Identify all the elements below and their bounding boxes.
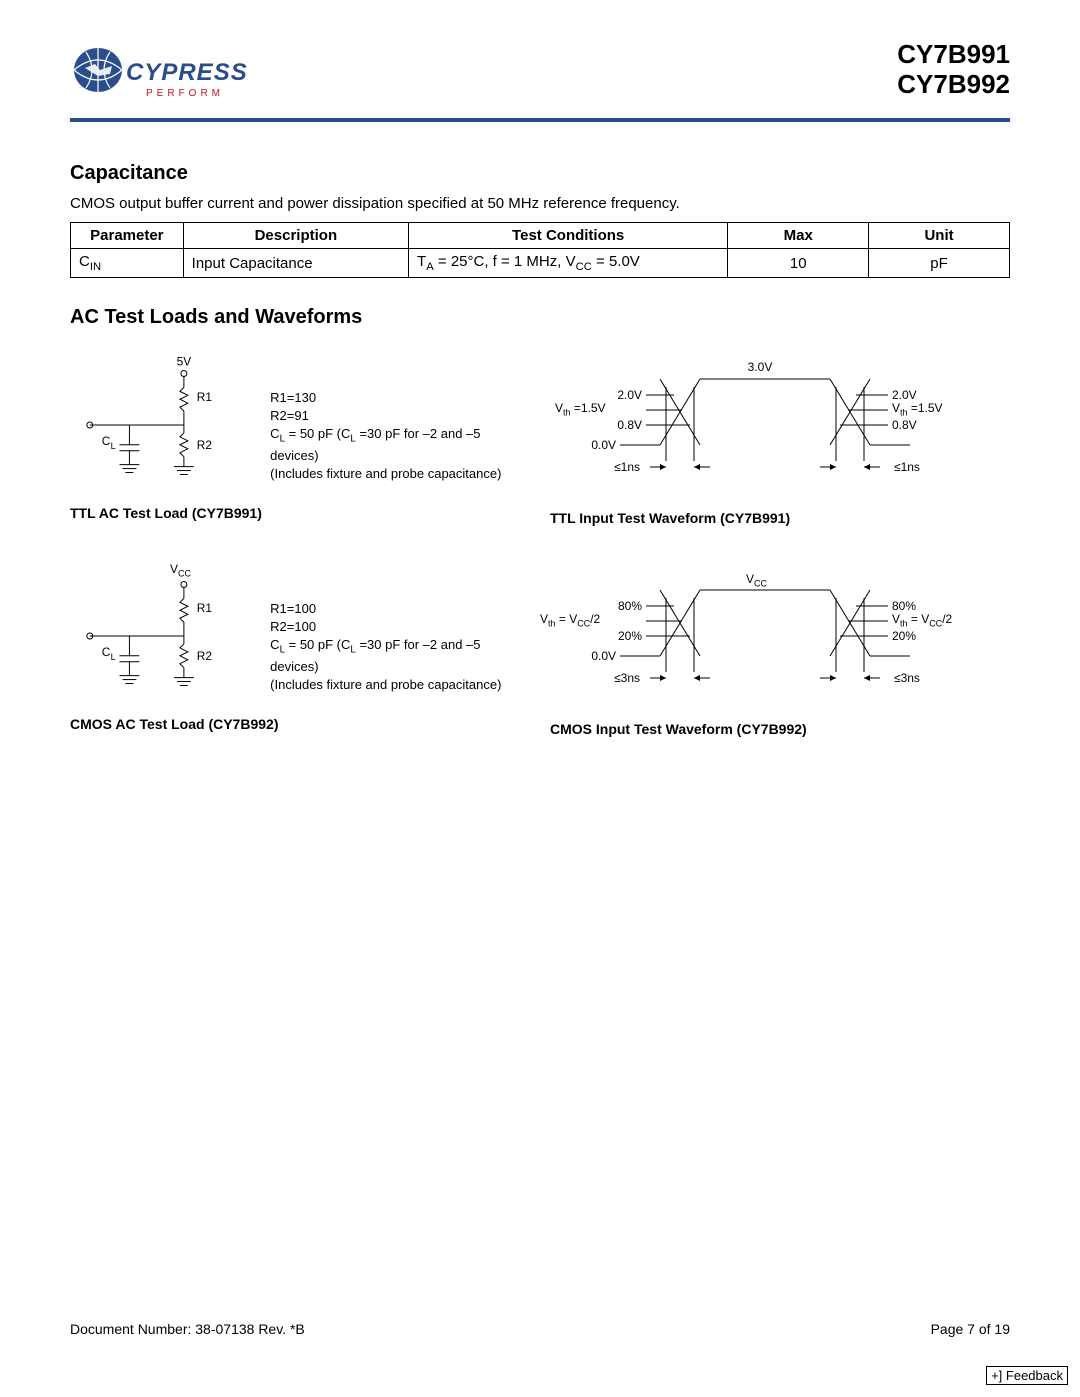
cmos-vth-left: Vth = VCC/2 (540, 612, 600, 628)
svg-text:R2: R2 (197, 649, 212, 663)
svg-text:R1: R1 (197, 390, 213, 404)
svg-text:0.0V: 0.0V (591, 438, 616, 452)
svg-text:20%: 20% (892, 629, 916, 643)
col-conditions: Test Conditions (409, 223, 728, 249)
cell-param: CIN (71, 249, 184, 278)
capacitance-table: Parameter Description Test Conditions Ma… (70, 222, 1010, 278)
svg-text:L: L (111, 652, 116, 662)
ttl-vth-left: Vth =1.5V (555, 401, 606, 417)
ttl-wave-caption: TTL Input Test Waveform (CY7B991) (550, 510, 1010, 526)
svg-text:0.8V: 0.8V (617, 418, 642, 432)
cmos-load-diagram: R1 CL R2 (70, 566, 530, 737)
part-number-1: CY7B991 (897, 40, 1010, 70)
svg-text:CYPRESS: CYPRESS (126, 59, 248, 86)
svg-text:C: C (102, 645, 111, 659)
svg-text:80%: 80% (892, 599, 916, 613)
doc-number: Document Number: 38-07138 Rev. *B (70, 1321, 305, 1337)
svg-text:C: C (102, 434, 111, 448)
table-row: CIN Input Capacitance TA = 25°C, f = 1 M… (71, 249, 1010, 278)
svg-text:2.0V: 2.0V (617, 388, 642, 402)
cmos-load-notes: R1=100 R2=100 CL = 50 pF (CL =30 pF for … (270, 600, 530, 694)
svg-text:≤3ns: ≤3ns (614, 671, 640, 685)
cell-cond: TA = 25°C, f = 1 MHz, VCC = 5.0V (409, 249, 728, 278)
page-number: Page 7 of 19 (931, 1321, 1010, 1337)
svg-text:20%: 20% (618, 629, 642, 643)
cmos-wave-caption: CMOS Input Test Waveform (CY7B992) (550, 721, 1010, 737)
ttl-vth-right: Vth =1.5V (892, 401, 943, 417)
part-number-2: CY7B992 (897, 70, 1010, 100)
svg-text:L: L (111, 441, 116, 451)
cmos-vth-right: Vth = VCC/2 (892, 612, 952, 628)
col-parameter: Parameter (71, 223, 184, 249)
cmos-vcc-top: VCC (746, 572, 767, 588)
svg-text:≤3ns: ≤3ns (894, 671, 920, 685)
logo: CYPRESS PERFORM (70, 40, 250, 110)
svg-text:80%: 80% (618, 599, 642, 613)
cell-unit: pF (869, 249, 1010, 278)
svg-text:2.0V: 2.0V (892, 388, 917, 402)
header-rule (70, 118, 1010, 122)
svg-text:0.8V: 0.8V (892, 418, 917, 432)
page-footer: Document Number: 38-07138 Rev. *B Page 7… (70, 1321, 1010, 1337)
col-unit: Unit (869, 223, 1010, 249)
svg-text:≤1ns: ≤1ns (894, 460, 920, 474)
cmos-waveform-diagram: 80% 20% 0.0V 80% 20% ≤3ns (550, 566, 1010, 737)
svg-text:5V: 5V (177, 355, 192, 369)
ttl-load-notes: R1=130 R2=91 CL = 50 pF (CL =30 pF for –… (270, 389, 530, 483)
ttl-load-caption: TTL AC Test Load (CY7B991) (70, 505, 530, 521)
capacitance-intro: CMOS output buffer current and power dis… (70, 195, 1010, 212)
ttl-waveform-diagram: 3.0V 2.0V 0.8V 0.0V (550, 355, 1010, 526)
cmos-load-caption: CMOS AC Test Load (CY7B992) (70, 716, 530, 732)
col-max: Max (728, 223, 869, 249)
col-description: Description (183, 223, 408, 249)
part-numbers: CY7B991 CY7B992 (897, 40, 1010, 100)
feedback-button[interactable]: +] Feedback (986, 1366, 1068, 1385)
cmos-vcc-label: VCC (170, 562, 191, 578)
svg-text:R2: R2 (197, 438, 212, 452)
svg-text:0.0V: 0.0V (591, 649, 616, 663)
cell-max: 10 (728, 249, 869, 278)
svg-text:3.0V: 3.0V (748, 360, 773, 374)
page-header: CYPRESS PERFORM CY7B991 CY7B992 (70, 40, 1010, 110)
ac-heading: AC Test Loads and Waveforms (70, 306, 1010, 329)
svg-text:≤1ns: ≤1ns (614, 460, 640, 474)
capacitance-heading: Capacitance (70, 162, 1010, 185)
svg-text:R1: R1 (197, 601, 213, 615)
ttl-load-diagram: 5V R1 (70, 355, 530, 526)
svg-text:PERFORM: PERFORM (146, 88, 224, 99)
cell-desc: Input Capacitance (183, 249, 408, 278)
